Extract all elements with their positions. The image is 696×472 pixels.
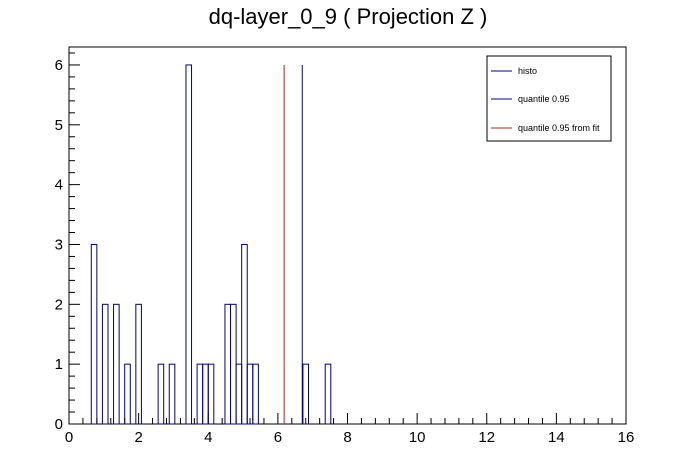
x-tick-label: 0 (65, 429, 73, 446)
histogram-bar (113, 303, 120, 425)
histogram-bar (101, 303, 109, 425)
histogram-bar (90, 243, 98, 425)
histogram-bar (207, 363, 215, 425)
histogram-bar (252, 363, 259, 425)
histogram-bar (224, 303, 232, 425)
legend-label: quantile 0.95 (518, 94, 570, 104)
histogram-bar (241, 243, 248, 425)
histogram-bar (157, 363, 165, 425)
x-tick-label: 10 (409, 429, 426, 446)
y-tick-label: 6 (55, 57, 63, 74)
histogram-bar (185, 64, 193, 425)
x-tick-label: 2 (134, 429, 142, 446)
histogram-bar (168, 363, 176, 425)
chart-title: dq-layer_0_9 ( Projection Z ) (208, 4, 488, 29)
x-tick-label: 4 (204, 429, 212, 446)
histogram-bar (235, 363, 243, 425)
y-tick-label: 3 (55, 236, 63, 253)
legend-label: quantile 0.95 from fit (518, 123, 600, 133)
y-tick-label: 0 (55, 416, 63, 433)
x-tick-label: 6 (274, 429, 282, 446)
y-tick-label: 5 (55, 117, 63, 134)
histogram-bar (202, 363, 209, 425)
series-group (90, 64, 332, 425)
x-tick-label: 12 (478, 429, 495, 446)
histogram-bar (302, 363, 310, 425)
histogram-bar (124, 363, 131, 425)
y-tick-label: 1 (55, 356, 63, 373)
x-axis: 0 2 4 6 8 10 12 14 16 (65, 413, 635, 446)
x-tick-label: 14 (548, 429, 565, 446)
histogram-bar (135, 303, 142, 425)
histogram-bar (246, 363, 254, 425)
y-tick-label: 4 (55, 177, 63, 194)
histogram-bar (230, 303, 237, 425)
histogram-bar (196, 363, 204, 425)
legend-label: histo (518, 66, 537, 76)
x-tick-label: 16 (618, 429, 635, 446)
y-axis: 0 1 2 3 4 5 6 (55, 52, 80, 433)
y-tick-label: 2 (55, 296, 63, 313)
legend: histo quantile 0.95 quantile 0.95 from fit (486, 55, 612, 142)
histogram-bar (324, 363, 332, 425)
x-tick-label: 8 (343, 429, 351, 446)
